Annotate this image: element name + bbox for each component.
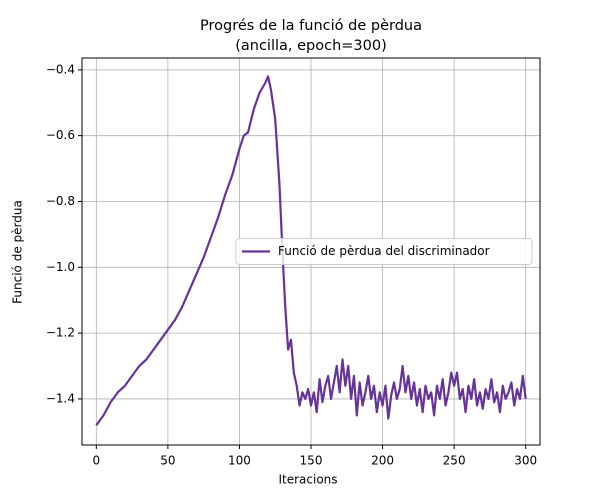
x-tick-label: 200 <box>371 454 394 468</box>
y-tick-label: −1.2 <box>46 326 75 340</box>
y-axis-label: Funció de pèrdua <box>11 200 25 304</box>
plot-frame <box>81 57 541 446</box>
x-tick-label: 50 <box>160 454 175 468</box>
x-tick-label: 300 <box>514 454 537 468</box>
y-tick-label: −0.8 <box>46 194 75 208</box>
x-tick-label: 100 <box>228 454 251 468</box>
x-tick-label: 0 <box>92 454 100 468</box>
legend-box <box>235 238 533 265</box>
y-tick-label: −1.0 <box>46 260 75 274</box>
y-tick-label: −0.6 <box>46 128 75 142</box>
y-tick-label: −0.4 <box>46 62 75 76</box>
x-tick-label: 150 <box>300 454 323 468</box>
chart-subtitle: (ancilla, epoch=300) <box>235 38 387 54</box>
x-axis-label: Iteracions <box>278 473 337 487</box>
data-line <box>95 75 527 426</box>
legend-label: Funció de pèrdua del discriminador <box>278 244 490 258</box>
x-tick-label: 250 <box>443 454 466 468</box>
chart-title: Progrés de la funció de pèrdua <box>200 18 422 34</box>
y-tick-label: −1.4 <box>46 391 75 405</box>
